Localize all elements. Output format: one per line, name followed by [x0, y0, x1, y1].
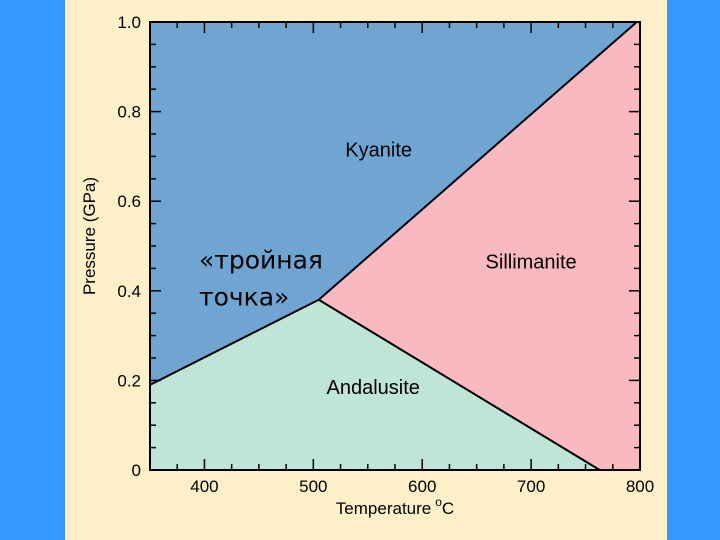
- x-axis-title: Temperature oC: [336, 495, 454, 518]
- boundary-andalusite-sillimanite: [318, 298, 601, 471]
- y-tick-label: 0.6: [117, 192, 141, 211]
- y-tick-label: 0.4: [117, 282, 141, 301]
- y-tick-label: 1.0: [117, 13, 141, 32]
- boundary-kyanite-sillimanite: [318, 21, 638, 301]
- region-label-sillimanite: Sillimanite: [486, 251, 577, 273]
- region-kyanite: [150, 22, 637, 385]
- triple-point-annotation: «тройная точка»: [199, 245, 323, 311]
- y-tick-label: 0.8: [117, 103, 141, 122]
- x-tick-label: 400: [190, 477, 218, 496]
- region-label-kyanite: Kyanite: [345, 139, 412, 161]
- region-andalusite: [150, 299, 600, 470]
- x-tick-label: 600: [408, 477, 436, 496]
- region-sillimanite: [318, 22, 640, 470]
- phase-diagram: 400 500 600 700 800 0 0.2 0.4 0.6 0.8 1.0 Temperat…: [80, 13, 654, 518]
- x-tick-label: 800: [626, 477, 654, 496]
- y-tick-label: 0.2: [117, 371, 141, 390]
- x-tick-label: 500: [299, 477, 327, 496]
- slide-background: 400 500 600 700 800 0 0.2 0.4 0.6 0.8 1.0 Temperat…: [65, 0, 667, 540]
- boundary-kyanite-andalusite: [149, 298, 320, 386]
- x-tick-label: 700: [517, 477, 545, 496]
- region-label-andalusite: Andalusite: [327, 377, 420, 399]
- y-axis-title: Pressure (GPa): [80, 177, 99, 295]
- y-tick-label: 0: [132, 461, 141, 480]
